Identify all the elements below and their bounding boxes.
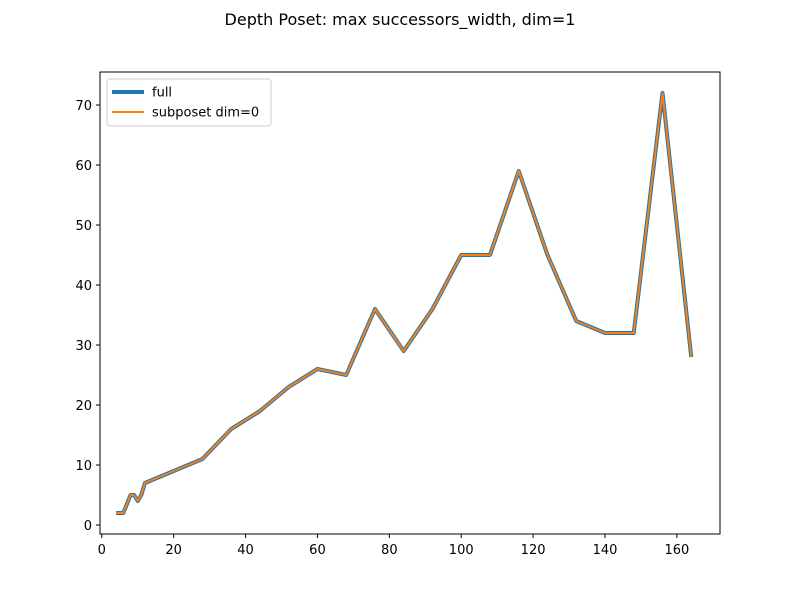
x-tick-label: 160 bbox=[664, 543, 689, 558]
y-tick-label: 10 bbox=[75, 459, 92, 474]
legend-label: subposet dim=0 bbox=[152, 106, 259, 121]
y-tick-label: 20 bbox=[75, 399, 92, 414]
series-layer bbox=[116, 91, 694, 515]
y-tick-label: 0 bbox=[84, 519, 92, 534]
y-tick-label: 70 bbox=[75, 99, 92, 114]
y-tick-label: 60 bbox=[75, 159, 92, 174]
x-tick-label: 0 bbox=[98, 543, 106, 558]
legend: full subposet dim=0 bbox=[106, 78, 272, 127]
x-tick-label: 140 bbox=[593, 543, 618, 558]
x-tick-label: 20 bbox=[165, 543, 182, 558]
x-tick-label: 120 bbox=[521, 543, 546, 558]
y-axis: 0 10 20 30 40 50 60 70 bbox=[75, 99, 100, 534]
x-axis: 0 20 40 60 80 100 120 140 160 bbox=[98, 534, 689, 558]
chart-title: Depth Poset: max successors_width, dim=1 bbox=[225, 10, 576, 30]
legend-label: full bbox=[152, 86, 172, 101]
x-tick-label: 40 bbox=[237, 543, 254, 558]
x-tick-label: 60 bbox=[309, 543, 326, 558]
y-tick-label: 40 bbox=[75, 279, 92, 294]
x-tick-label: 80 bbox=[381, 543, 398, 558]
series-line-subposet bbox=[116, 92, 693, 514]
y-tick-label: 30 bbox=[75, 339, 92, 354]
legend-box bbox=[106, 78, 272, 127]
y-tick-label: 50 bbox=[75, 219, 92, 234]
x-tick-label: 100 bbox=[449, 543, 474, 558]
